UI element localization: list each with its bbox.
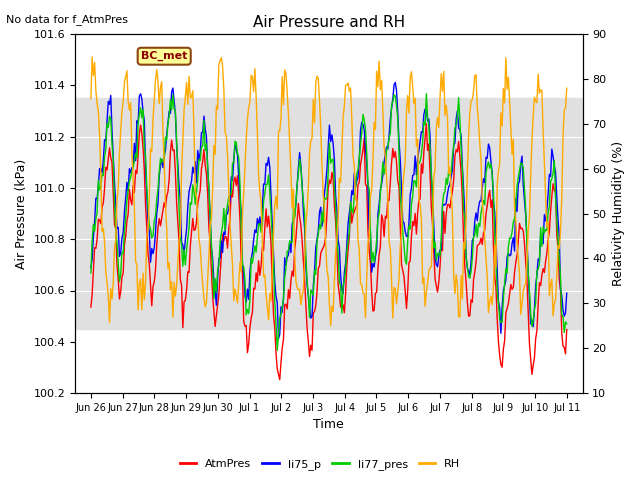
Text: BC_met: BC_met: [141, 51, 188, 61]
Y-axis label: Relativity Humidity (%): Relativity Humidity (%): [612, 141, 625, 286]
Legend: AtmPres, li75_p, li77_pres, RH: AtmPres, li75_p, li77_pres, RH: [175, 455, 465, 474]
Text: No data for f_AtmPres: No data for f_AtmPres: [6, 14, 129, 25]
Bar: [75, 98, 582, 329]
X-axis label: Time: Time: [314, 419, 344, 432]
Title: Air Pressure and RH: Air Pressure and RH: [253, 15, 405, 30]
Y-axis label: Air Pressure (kPa): Air Pressure (kPa): [15, 158, 28, 269]
